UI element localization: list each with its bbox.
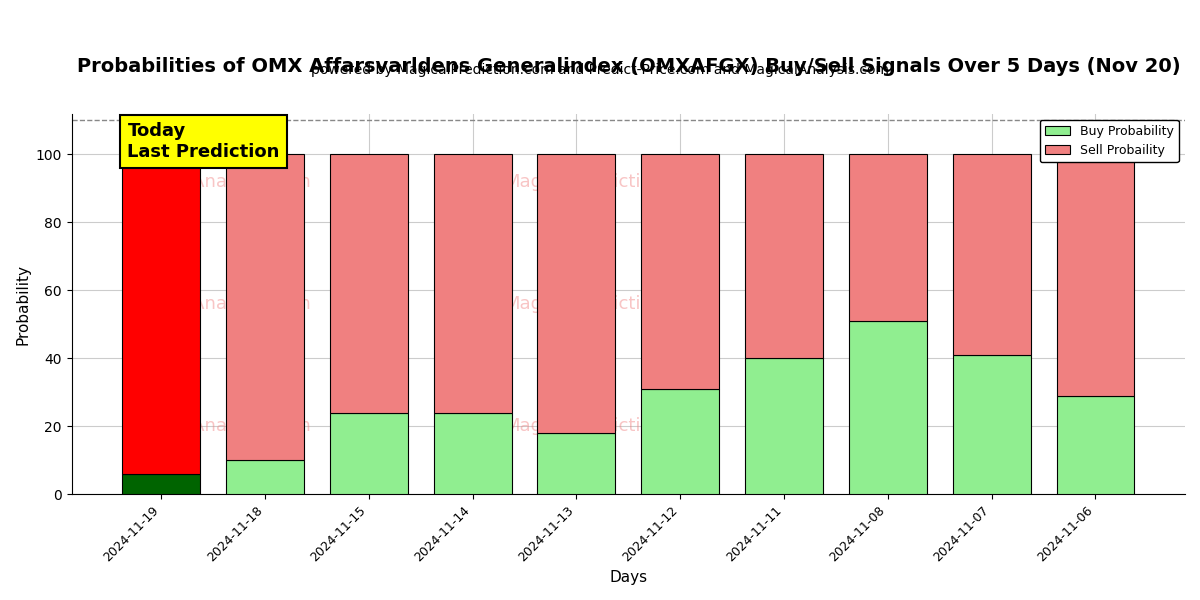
Bar [848, 321, 926, 494]
X-axis label: Days: Days [610, 570, 647, 585]
Text: MagicalPrediction.com: MagicalPrediction.com [504, 295, 708, 313]
Bar [538, 433, 616, 494]
Bar [226, 154, 304, 460]
Y-axis label: Probability: Probability [16, 263, 30, 344]
Bar [433, 413, 511, 494]
Bar [848, 154, 926, 321]
Text: MagicalPrediction.com: MagicalPrediction.com [504, 173, 708, 191]
Bar [122, 154, 200, 474]
Text: MagicalPrediction.com: MagicalPrediction.com [504, 417, 708, 435]
Bar [745, 358, 823, 494]
Bar [330, 413, 408, 494]
Bar [953, 355, 1031, 494]
Bar [226, 460, 304, 494]
Bar [330, 154, 408, 413]
Text: calAnalysis.com: calAnalysis.com [167, 295, 311, 313]
Bar [641, 389, 719, 494]
Bar [1056, 154, 1134, 396]
Bar [745, 154, 823, 358]
Bar [1056, 396, 1134, 494]
Text: powered by MagicalPrediction.com and Predict-Price.com and MagicalAnalysis.com: powered by MagicalPrediction.com and Pre… [311, 63, 889, 77]
Bar [122, 474, 200, 494]
Bar [641, 154, 719, 389]
Title: Probabilities of OMX Affarsvarldens Generalindex (OMXAFGX) Buy/Sell Signals Over: Probabilities of OMX Affarsvarldens Gene… [77, 57, 1180, 76]
Bar [953, 154, 1031, 355]
Text: calAnalysis.com: calAnalysis.com [167, 173, 311, 191]
Text: calAnalysis.com: calAnalysis.com [167, 417, 311, 435]
Bar [538, 154, 616, 433]
Text: Today
Last Prediction: Today Last Prediction [127, 122, 280, 161]
Bar [433, 154, 511, 413]
Legend: Buy Probability, Sell Probaility: Buy Probability, Sell Probaility [1040, 120, 1178, 162]
